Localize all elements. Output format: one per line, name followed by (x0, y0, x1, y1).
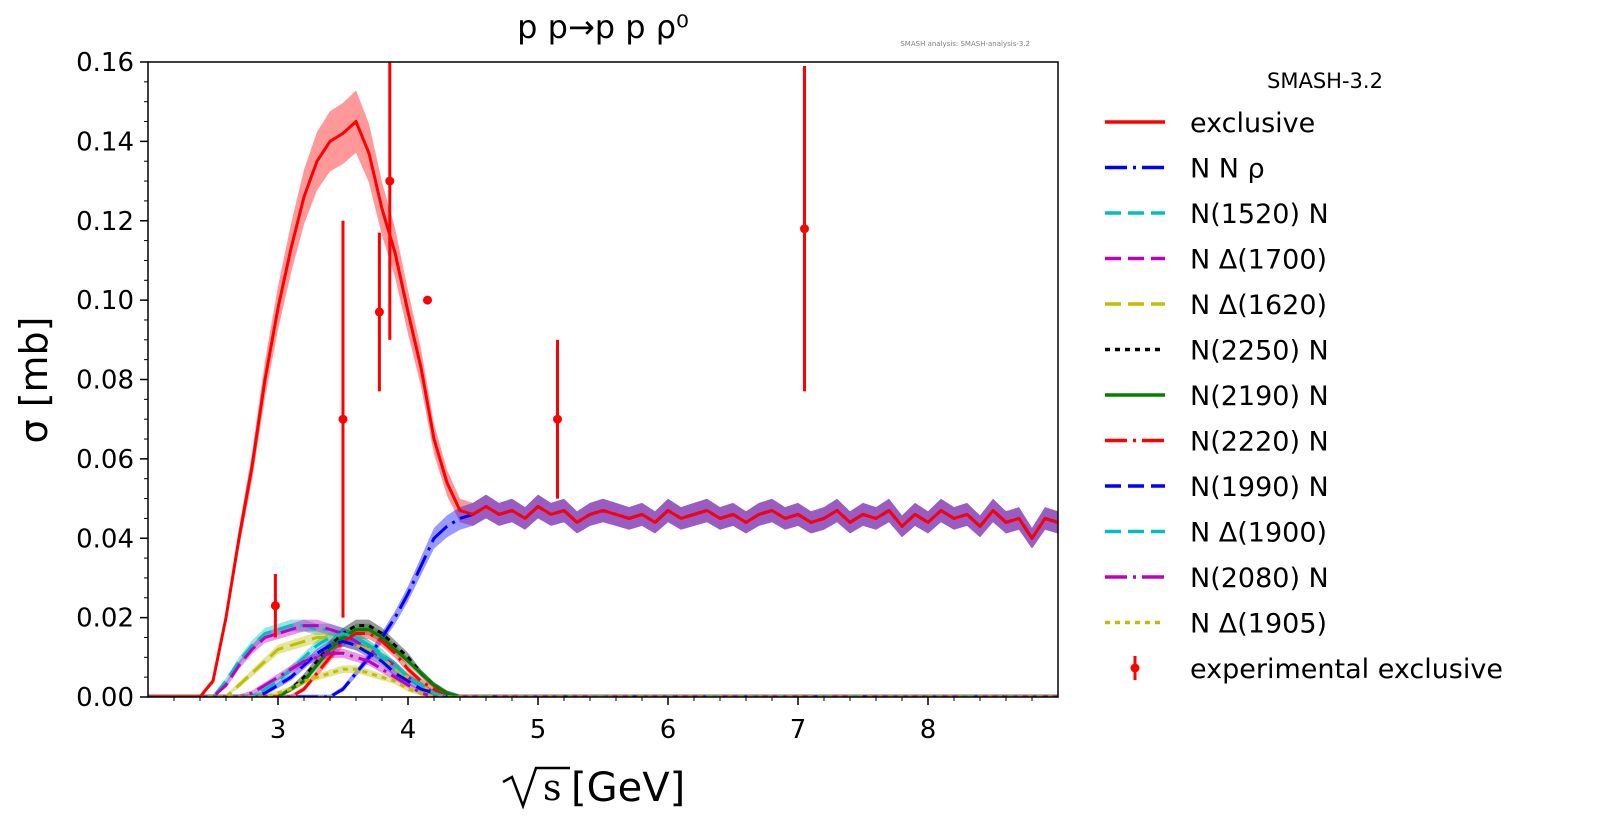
y-tick-label: 0.14 (76, 127, 134, 157)
legend-item-label: N Δ(1905) (1190, 609, 1327, 640)
legend: SMASH-3.2 exclusive N N ρ N(1520) N N Δ(170… (1105, 69, 1503, 685)
legend-title: SMASH-3.2 (1267, 69, 1383, 93)
data-point (800, 224, 809, 234)
legend-item-label: N(2190) N (1190, 381, 1329, 412)
legend-item-label: N Δ(1700) (1190, 245, 1327, 276)
chart-title: p p→p p ρ⁰ (517, 8, 689, 46)
experimental-points (270, 62, 809, 638)
series-band (148, 627, 1058, 697)
series-line (148, 639, 1058, 697)
series-line (148, 651, 1058, 697)
plot-area (148, 90, 1058, 697)
legend-item-label: exclusive (1190, 108, 1315, 139)
x-axis-label-root: s (543, 768, 561, 809)
y-tick-label: 0.12 (76, 207, 134, 237)
legend-swatch-point (1130, 663, 1140, 673)
series-line (148, 505, 1058, 697)
data-point (338, 414, 348, 424)
data-point (423, 295, 432, 305)
x-axis: 3 4 5 6 7 8 (173, 697, 1033, 745)
legend-item-label: N(1520) N (1190, 199, 1329, 230)
x-tick-label: 8 (920, 715, 937, 745)
data-point (374, 307, 384, 317)
series-band (148, 627, 1058, 697)
legend-item-label: N(2220) N (1190, 427, 1329, 458)
series-band (148, 632, 1058, 697)
legend-item-label: experimental exclusive (1190, 654, 1503, 685)
series-band (148, 665, 1058, 697)
legend-item-label: N Δ(1620) (1190, 290, 1327, 321)
series-line (148, 632, 1058, 697)
x-axis-label-unit: [GeV] (571, 765, 685, 811)
y-tick-label: 0.02 (76, 604, 134, 634)
y-tick-label: 0.06 (76, 445, 134, 475)
y-tick-label: 0.04 (76, 524, 134, 554)
legend-item-label: N(1990) N (1190, 472, 1329, 503)
series-line (148, 632, 1058, 697)
plot-frame (147, 61, 1059, 698)
sqrt-sign-icon (502, 766, 570, 810)
series-line (148, 628, 1058, 697)
x-tick-label: 7 (790, 715, 807, 745)
x-tick-label: 3 (270, 715, 287, 745)
legend-item-label: N(2250) N (1190, 336, 1329, 367)
watermark: SMASH analysis: SMASH-analysis-3.2 (900, 40, 1030, 48)
series-band (148, 494, 1058, 697)
y-axis-label: σ [mb] (12, 317, 56, 444)
data-point (385, 176, 395, 186)
data-point (270, 601, 280, 611)
x-tick-label: 4 (400, 715, 417, 745)
legend-item-label: N Δ(1900) (1190, 518, 1327, 549)
series-band (148, 90, 1058, 697)
x-tick-label: 5 (530, 715, 547, 745)
y-axis: 0.00 0.02 0.04 0.06 0.08 0.10 0.12 0.14 0.16 (76, 48, 148, 713)
y-tick-label: 0.00 (76, 683, 134, 713)
x-axis-label: s [GeV] (502, 765, 685, 811)
y-tick-label: 0.16 (76, 48, 134, 78)
legend-item-label: N(2080) N (1190, 563, 1329, 594)
x-tick-label: 6 (660, 715, 677, 745)
y-tick-label: 0.10 (76, 286, 134, 316)
data-point (553, 414, 562, 424)
y-tick-label: 0.08 (76, 366, 134, 396)
legend-item-label: N N ρ (1190, 154, 1265, 185)
series-line (148, 120, 1058, 697)
